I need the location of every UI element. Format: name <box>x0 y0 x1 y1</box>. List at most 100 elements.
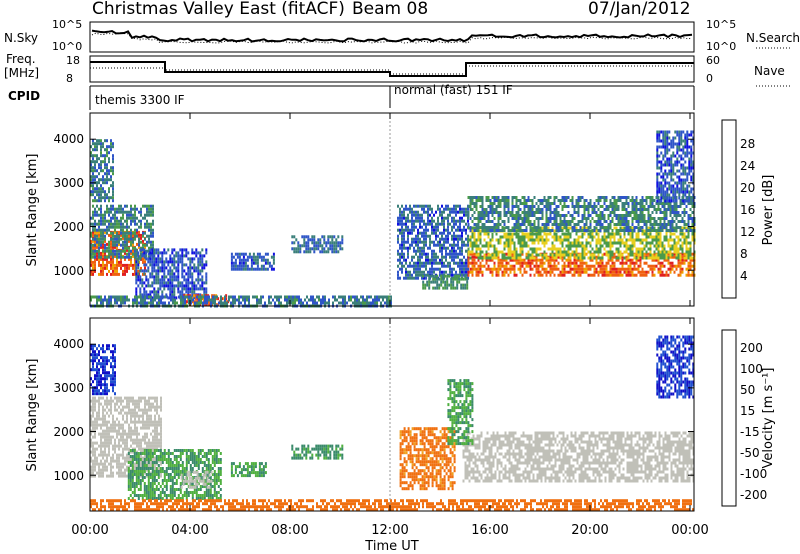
power-cell <box>531 238 534 242</box>
power-cell <box>631 199 634 202</box>
power-cell <box>94 245 96 249</box>
power-cell <box>537 232 540 236</box>
power-cell <box>317 238 320 242</box>
power-cell <box>443 210 445 214</box>
power-cell <box>577 199 580 202</box>
power-cell <box>407 219 409 223</box>
power-cell <box>567 220 570 223</box>
power-cell <box>631 196 634 199</box>
power-cell <box>647 252 650 256</box>
power-cell <box>467 264 470 268</box>
power-cell <box>172 298 174 302</box>
power-cell <box>294 295 296 299</box>
power-cell <box>655 211 658 214</box>
power-cell <box>187 284 190 288</box>
power-cell <box>431 261 433 265</box>
power-cell <box>529 256 532 260</box>
power-cell <box>212 298 214 302</box>
power-cell <box>471 235 474 239</box>
power-cell <box>581 270 584 274</box>
power-cell <box>669 238 672 242</box>
power-cell <box>325 250 328 254</box>
date-label: 07/Jan/2012 <box>588 0 691 19</box>
power-cell <box>685 205 688 208</box>
power-cell <box>597 238 600 242</box>
power-cell <box>463 243 465 247</box>
power-cell <box>665 223 668 226</box>
power-cell <box>135 275 138 279</box>
nsearch-trace <box>91 32 693 44</box>
power-cell <box>479 256 482 260</box>
power-cell <box>627 214 630 217</box>
power-cell <box>309 247 312 251</box>
power-cell <box>220 298 222 302</box>
power-cell <box>135 257 138 261</box>
power-cell <box>417 204 419 208</box>
power-cell <box>513 258 516 262</box>
power-cell <box>493 196 496 199</box>
power-cell <box>481 244 484 248</box>
power-cell <box>116 257 118 261</box>
power-cell <box>419 237 421 241</box>
power-cell <box>173 248 176 252</box>
power-cell <box>153 251 156 255</box>
power-cell <box>427 273 429 277</box>
power-cell <box>409 219 411 223</box>
power-cell <box>455 222 457 226</box>
power-cell <box>124 266 126 270</box>
power-cell <box>495 232 498 236</box>
power-cell <box>157 251 160 255</box>
power-cell <box>677 214 680 217</box>
power-cell <box>185 290 188 294</box>
power-cell <box>177 254 180 258</box>
power-cell <box>90 222 92 226</box>
power-cell <box>505 232 508 236</box>
power-cell <box>106 257 108 261</box>
power-cell <box>583 270 586 274</box>
power-cell <box>481 273 484 277</box>
power-cell <box>527 232 530 236</box>
power-cell <box>417 216 419 220</box>
power-cell <box>581 232 584 236</box>
power-cell <box>567 247 570 251</box>
power-cell <box>157 257 160 261</box>
power-cell <box>110 204 112 208</box>
power-cell <box>106 231 108 235</box>
power-cell <box>671 264 674 268</box>
power-cell <box>593 273 596 277</box>
freq-label-top: Freq. <box>6 52 36 66</box>
power-cell <box>615 267 618 271</box>
power-cell <box>138 237 140 241</box>
power-cell <box>689 241 692 245</box>
power-cell <box>557 261 560 265</box>
power-cell <box>443 243 445 247</box>
power-cell <box>685 223 688 226</box>
power-cell <box>651 241 654 245</box>
power-cell <box>583 199 586 202</box>
power-cell <box>649 264 652 268</box>
power-cell <box>621 253 624 257</box>
power-cell <box>150 301 152 305</box>
power-cell <box>585 241 588 245</box>
power-cell <box>469 196 472 199</box>
power-cell <box>473 252 476 256</box>
power-cell <box>525 264 528 268</box>
power-cell <box>641 214 644 217</box>
power-cell <box>170 298 172 302</box>
power-cell <box>559 226 562 229</box>
power-cell <box>417 231 419 235</box>
power-cell <box>407 207 409 211</box>
power-cell <box>583 205 586 208</box>
power-cell <box>599 241 602 245</box>
power-cell <box>547 256 550 260</box>
power-cell <box>647 196 650 199</box>
power-cell <box>549 273 552 277</box>
power-cell <box>128 237 130 241</box>
power-cell <box>669 223 672 226</box>
power-cell <box>96 169 98 173</box>
power-cell <box>94 163 96 167</box>
power-cell <box>675 253 678 257</box>
power-cell <box>503 267 506 271</box>
power-cell <box>467 234 469 238</box>
power-cell <box>439 207 441 211</box>
